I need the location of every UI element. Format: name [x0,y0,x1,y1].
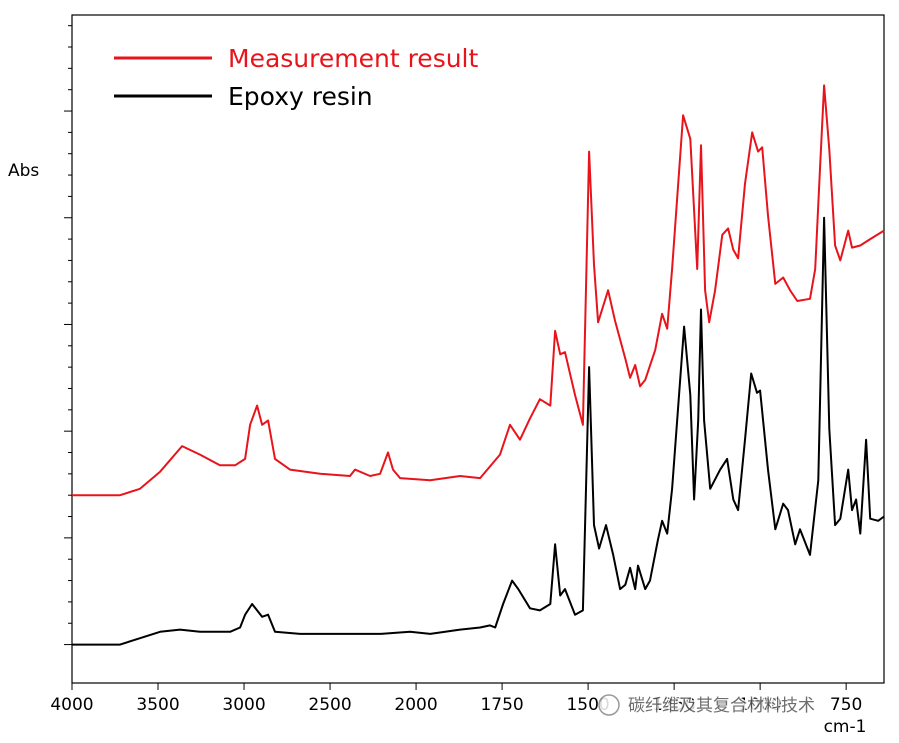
x-tick-label: 1500 [566,695,609,715]
y-axis-label: Abs [8,161,39,181]
watermark-text: 碳纤维及其复合材料技术 [628,696,815,716]
x-axis-label: cm-1 [824,717,867,737]
spectrum-line [72,84,885,497]
watermark: 碳纤维及其复合材料技术 [598,694,817,718]
x-tick-label: 1750 [480,695,523,715]
x-tick-label: 3500 [136,695,179,715]
legend-text: Epoxy resin [228,82,373,111]
plot-frame [71,14,885,684]
x-tick-label: 4000 [50,695,93,715]
legend-text: Measurement result [228,44,479,73]
watermark-icon [598,694,620,716]
x-tick-label: 1000 [739,695,782,715]
spectrum-line [72,216,885,646]
x-tick-label: 3000 [222,695,265,715]
x-tick-label: 2500 [308,695,351,715]
x-tick-label: 1250 [652,695,695,715]
x-tick-label: 750 [830,695,862,715]
x-tick-label: 2000 [394,695,437,715]
